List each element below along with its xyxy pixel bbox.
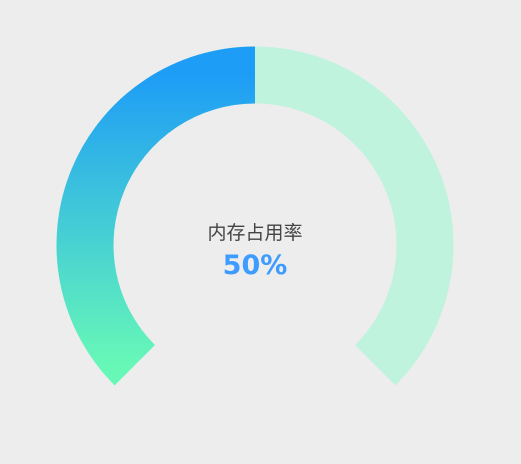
gauge-progress-arc [56, 46, 256, 386]
gauge-label: 内存占用率 [207, 222, 303, 244]
gauge-value: 50% [222, 250, 288, 281]
